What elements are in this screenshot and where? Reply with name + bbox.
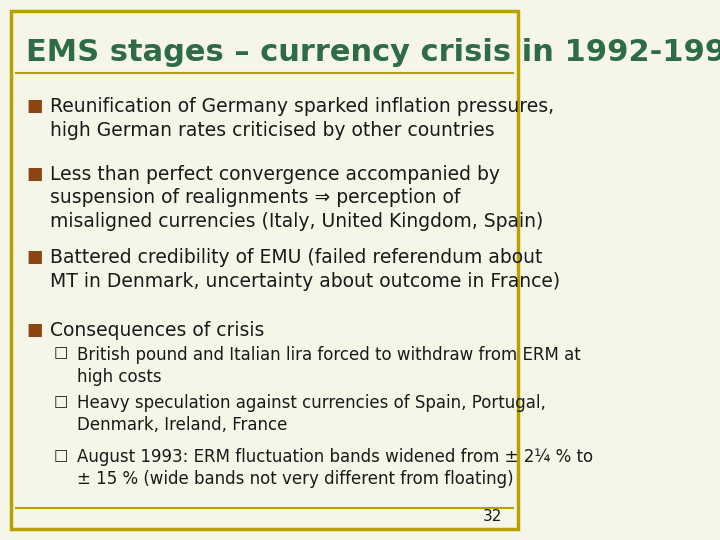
FancyBboxPatch shape [11, 11, 518, 529]
Text: August 1993: ERM fluctuation bands widened from ± 2¼ % to
± 15 % (wide bands not: August 1993: ERM fluctuation bands widen… [76, 448, 593, 488]
Text: ■: ■ [26, 165, 42, 183]
Text: □: □ [53, 346, 68, 361]
Text: EMS stages – currency crisis in 1992-1993: EMS stages – currency crisis in 1992-199… [27, 38, 720, 67]
Text: Less than perfect convergence accompanied by
suspension of realignments ⇒ percep: Less than perfect convergence accompanie… [50, 165, 544, 231]
Text: ■: ■ [26, 97, 42, 115]
Text: Heavy speculation against currencies of Spain, Portugal,
Denmark, Ireland, Franc: Heavy speculation against currencies of … [76, 394, 546, 434]
Text: ■: ■ [26, 321, 42, 339]
Text: 32: 32 [483, 509, 503, 524]
Text: ■: ■ [26, 248, 42, 266]
Text: □: □ [53, 394, 68, 409]
Text: Consequences of crisis: Consequences of crisis [50, 321, 265, 340]
Text: British pound and Italian lira forced to withdraw from ERM at
high costs: British pound and Italian lira forced to… [76, 346, 580, 386]
Text: □: □ [53, 448, 68, 463]
Text: Reunification of Germany sparked inflation pressures,
high German rates criticis: Reunification of Germany sparked inflati… [50, 97, 554, 140]
Text: Battered credibility of EMU (failed referendum about
MT in Denmark, uncertainty : Battered credibility of EMU (failed refe… [50, 248, 560, 291]
